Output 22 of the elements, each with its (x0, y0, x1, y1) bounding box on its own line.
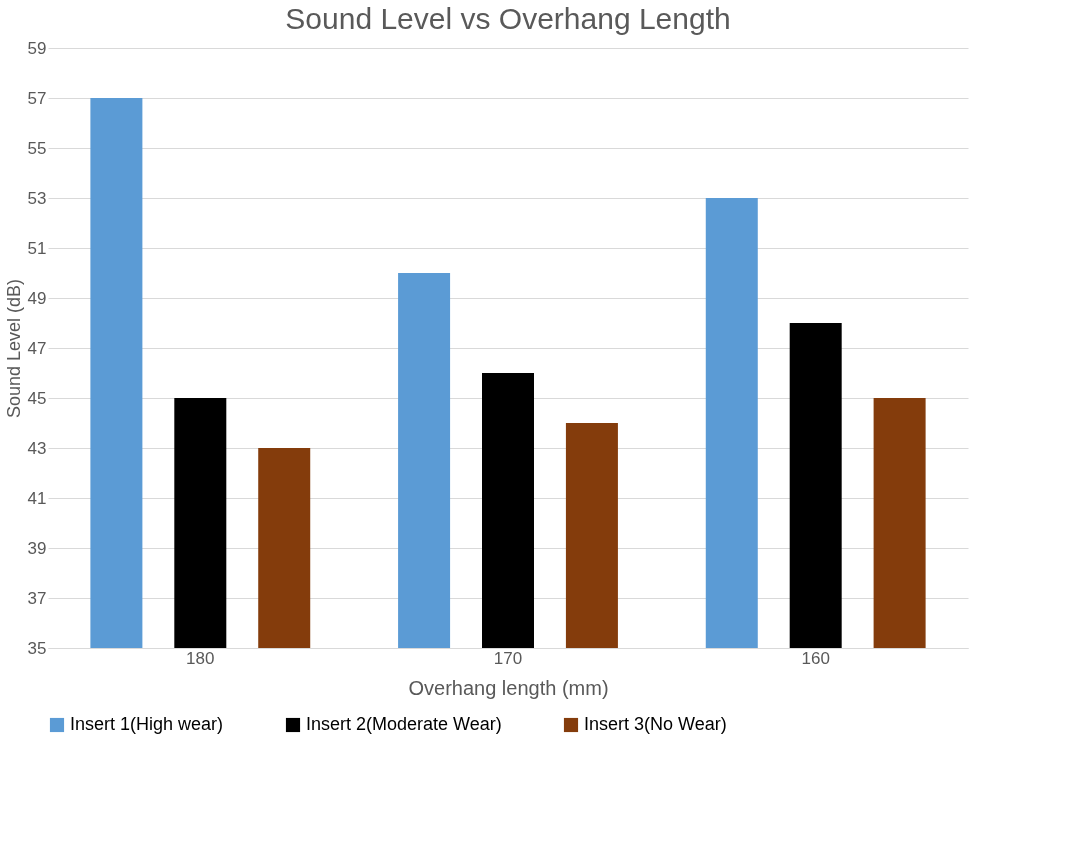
x-tick-label: 170 (493, 648, 523, 668)
y-tick-label: 53 (27, 188, 47, 208)
y-tick-label: 37 (27, 588, 47, 608)
y-tick-label: 41 (27, 488, 47, 508)
y-tick-label: 43 (27, 438, 47, 458)
y-tick-label: 35 (27, 638, 47, 658)
y-axis-title: Sound Level (dB) (3, 278, 24, 419)
y-tick-label: 39 (27, 538, 47, 558)
legend-label: Insert 3(No Wear) (584, 714, 727, 734)
y-tick-label: 45 (27, 388, 47, 408)
chart-title: Sound Level vs Overhang Length (285, 2, 731, 35)
y-tick-label: 51 (27, 238, 47, 258)
y-tick-label: 59 (27, 38, 47, 58)
legend-label: Insert 2(Moderate Wear) (306, 714, 502, 734)
x-axis-title: Overhang length (mm) (408, 676, 609, 699)
y-tick-label: 47 (27, 338, 47, 358)
y-tick-label: 55 (27, 138, 47, 158)
legend-label: Insert 1(High wear) (70, 714, 224, 734)
y-tick-label: 49 (27, 288, 47, 308)
y-tick-label: 57 (27, 88, 47, 108)
x-tick-label: 160 (801, 648, 830, 668)
x-tick-label: 180 (186, 648, 215, 668)
